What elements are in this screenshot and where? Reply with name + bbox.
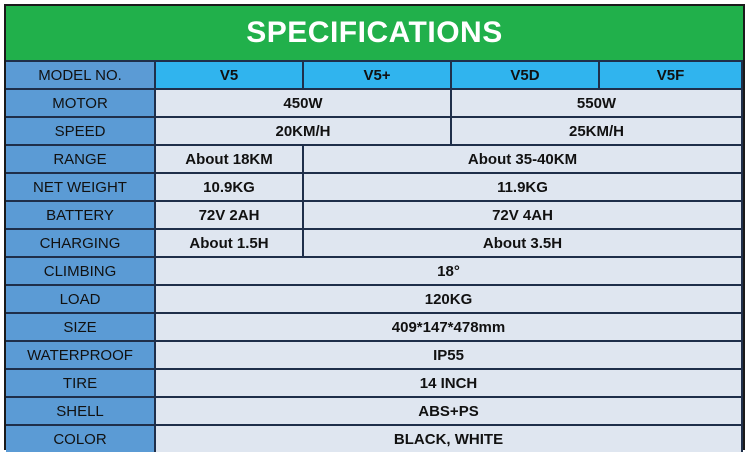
header-row: MODEL NO. V5 V5+ V5D V5F (6, 62, 743, 90)
row-label: BATTERY (6, 202, 156, 230)
model-v5d: V5D (452, 62, 600, 90)
row-label: SIZE (6, 314, 156, 342)
row-label: MOTOR (6, 90, 156, 118)
cell-value: BLACK, WHITE (156, 426, 743, 452)
row-climbing: CLIMBING 18° (6, 258, 743, 286)
cell-value: About 35-40KM (304, 146, 743, 174)
cell-value: 120KG (156, 286, 743, 314)
cell-value: 10.9KG (156, 174, 304, 202)
cell-value: 20KM/H (156, 118, 452, 146)
row-label: NET WEIGHT (6, 174, 156, 202)
cell-value: 72V 2AH (156, 202, 304, 230)
row-size: SIZE 409*147*478mm (6, 314, 743, 342)
cell-value: IP55 (156, 342, 743, 370)
cell-value: 25KM/H (452, 118, 743, 146)
row-range: RANGE About 18KM About 35-40KM (6, 146, 743, 174)
cell-value: 14 INCH (156, 370, 743, 398)
row-battery: BATTERY 72V 2AH 72V 4AH (6, 202, 743, 230)
spec-table: MODEL NO. V5 V5+ V5D V5F MOTOR 450W 550W… (6, 62, 743, 452)
cell-value: 550W (452, 90, 743, 118)
row-load: LOAD 120KG (6, 286, 743, 314)
row-label: RANGE (6, 146, 156, 174)
cell-value: About 1.5H (156, 230, 304, 258)
row-motor: MOTOR 450W 550W (6, 90, 743, 118)
row-color: COLOR BLACK, WHITE (6, 426, 743, 452)
row-speed: SPEED 20KM/H 25KM/H (6, 118, 743, 146)
row-label: TIRE (6, 370, 156, 398)
row-label: SHELL (6, 398, 156, 426)
cell-value: 11.9KG (304, 174, 743, 202)
row-weight: NET WEIGHT 10.9KG 11.9KG (6, 174, 743, 202)
cell-value: About 18KM (156, 146, 304, 174)
row-waterproof: WATERPROOF IP55 (6, 342, 743, 370)
cell-value: 18° (156, 258, 743, 286)
spec-title: SPECIFICATIONS (6, 6, 743, 60)
cell-value: About 3.5H (304, 230, 743, 258)
model-v5plus: V5+ (304, 62, 452, 90)
row-label: CHARGING (6, 230, 156, 258)
cell-value: 72V 4AH (304, 202, 743, 230)
row-label: WATERPROOF (6, 342, 156, 370)
row-label: CLIMBING (6, 258, 156, 286)
spec-table-frame: SPECIFICATIONS MODEL NO. V5 V5+ V5D V5F … (4, 4, 745, 452)
model-v5: V5 (156, 62, 304, 90)
row-label: LOAD (6, 286, 156, 314)
row-tire: TIRE 14 INCH (6, 370, 743, 398)
model-v5f: V5F (600, 62, 743, 90)
row-charging: CHARGING About 1.5H About 3.5H (6, 230, 743, 258)
cell-value: 409*147*478mm (156, 314, 743, 342)
cell-value: 450W (156, 90, 452, 118)
row-label: SPEED (6, 118, 156, 146)
row-shell: SHELL ABS+PS (6, 398, 743, 426)
cell-value: ABS+PS (156, 398, 743, 426)
row-label: COLOR (6, 426, 156, 452)
model-label: MODEL NO. (6, 62, 156, 90)
